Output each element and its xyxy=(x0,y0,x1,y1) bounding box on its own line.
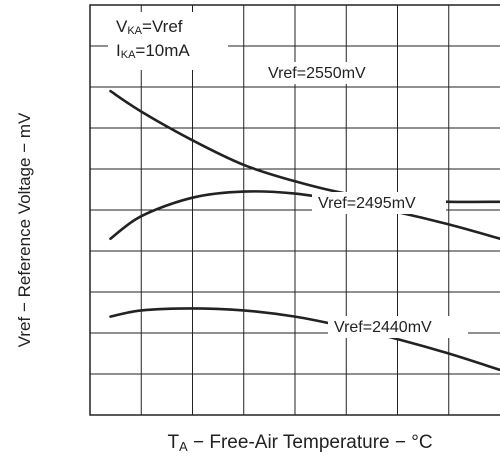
y-axis-label: Vref − Reference Voltage − mV xyxy=(15,112,34,347)
condition-vka: VKA=Vref xyxy=(116,17,183,37)
series-label-1: Vref=2550mV xyxy=(268,65,366,82)
x-axis-label: TA − Free-Air Temperature − °C xyxy=(167,432,432,454)
series-label-bg xyxy=(328,316,468,338)
series-labels: Vref=2550mV Vref=2495mV Vref=2440mV xyxy=(262,62,468,338)
series-label-bg xyxy=(312,192,446,214)
series-line-1 xyxy=(109,89,500,204)
series-line-3 xyxy=(109,307,500,372)
series-label-bg xyxy=(262,62,392,84)
series-label-2: Vref=2495mV xyxy=(318,195,416,212)
condition-ika: IKA=10mA xyxy=(116,41,190,61)
series-label-3: Vref=2440mV xyxy=(334,319,432,336)
series-line-2 xyxy=(109,190,500,240)
conditions-box xyxy=(108,12,228,70)
